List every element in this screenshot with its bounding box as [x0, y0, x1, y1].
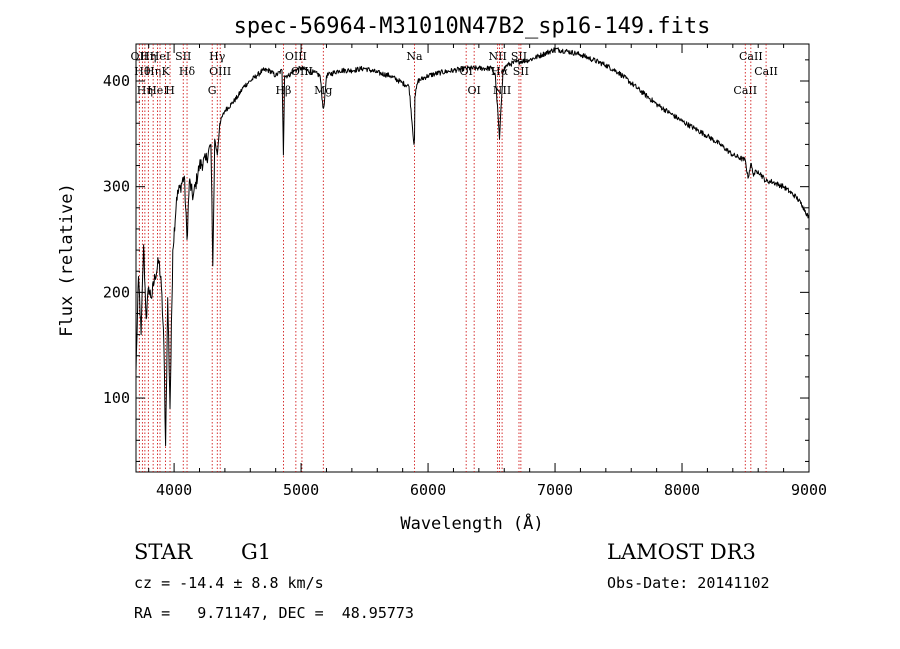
subclass: G1 [241, 540, 272, 564]
survey-name: LAMOST DR3 [607, 540, 756, 564]
line-marker-label: OII [130, 50, 148, 63]
y-tick-label: 100 [103, 389, 130, 407]
line-marker-label: HeI [150, 50, 170, 63]
line-marker-label: OI [467, 84, 480, 97]
line-marker-label: OIII [209, 65, 231, 78]
plot-frame [135, 43, 810, 473]
line-marker-label: SII [175, 50, 191, 63]
line-marker-label: OIII [285, 50, 307, 63]
line-marker-label: G [208, 84, 217, 97]
line-marker-label: Hγ [209, 50, 226, 63]
obs-date-text: Obs-Date: 20141102 [607, 574, 770, 592]
line-marker-label: CaII [739, 50, 763, 63]
line-marker-label: Hδ [179, 65, 196, 78]
line-marker-label: OIII [291, 65, 313, 78]
axis-ticks: 4000 5000 6000 7000 8000 9000 100 200 300 400 [103, 44, 827, 499]
x-tick-label: 5000 [283, 481, 319, 499]
x-tick-label: 9000 [791, 481, 827, 499]
spectrum-line [135, 47, 810, 447]
line-marker-label: NII [488, 50, 506, 63]
spectral-line-markers: OIIHθHηHηHηHeIHeIKHSIIHδGHγOIIIHβOIIIOII… [130, 44, 778, 472]
object-type: STAR [134, 540, 193, 564]
line-marker-label: Hη [145, 65, 161, 78]
line-marker-label: Hθ [134, 65, 151, 78]
line-marker-label: K [161, 65, 170, 78]
line-marker-label: CaII [733, 84, 757, 97]
x-tick-label: 6000 [410, 481, 446, 499]
line-marker-label: Hη [140, 50, 156, 63]
line-marker-label: Na [406, 50, 423, 63]
x-tick-label: 8000 [664, 481, 700, 499]
x-tick-label: 7000 [537, 481, 573, 499]
y-tick-label: 200 [103, 283, 130, 301]
line-marker-label: Hβ [275, 84, 291, 97]
x-tick-label: 4000 [156, 481, 192, 499]
line-marker-label: Hη [137, 84, 153, 97]
line-marker-label: CaII [754, 65, 778, 78]
y-tick-label: 400 [103, 72, 130, 90]
x-axis-label: Wavelength (Å) [400, 512, 543, 534]
y-tick-label: 300 [103, 178, 130, 196]
line-marker-label: HeI [147, 84, 167, 97]
chart-title: spec-56964-M31010N47B2_sp16-149.fits [234, 14, 711, 39]
y-axis-label: Flux (relative) [57, 183, 77, 337]
line-marker-label: H [165, 84, 175, 97]
line-marker-label: SII [513, 65, 529, 78]
line-marker-label: Mg [314, 84, 332, 97]
redshift-text: cz = -14.4 ± 8.8 km/s [134, 574, 324, 592]
coordinates-text: RA = 9.71147, DEC = 48.95773 [134, 604, 414, 622]
spectrum-series [135, 47, 810, 447]
